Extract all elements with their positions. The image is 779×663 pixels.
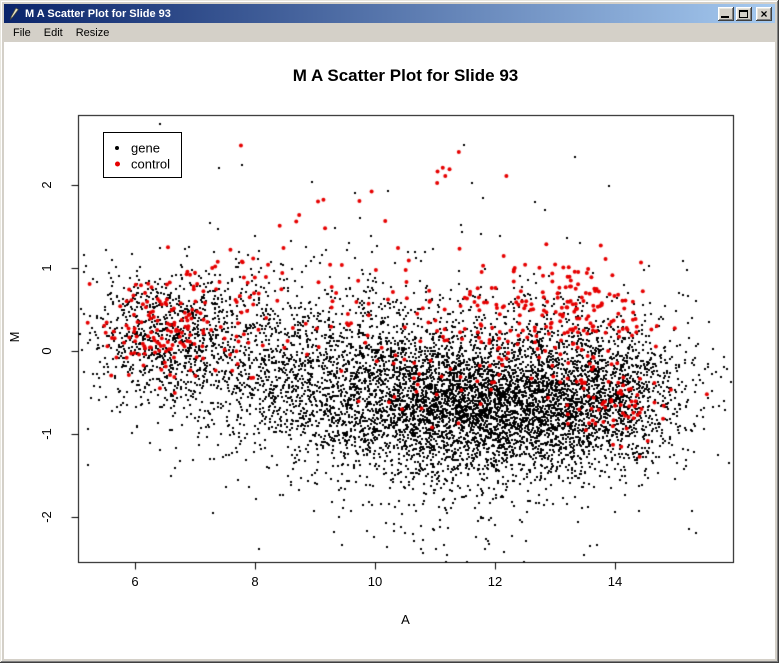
app-quill-icon[interactable]	[7, 7, 21, 21]
legend-entry-gene: gene	[104, 140, 181, 156]
legend-dot-control	[115, 161, 120, 167]
y-tick-label: 0	[39, 347, 54, 355]
y-axis-label: M	[7, 331, 22, 343]
maximize-button[interactable]	[736, 6, 752, 21]
menu-bar: File Edit Resize	[4, 23, 775, 42]
close-icon: ×	[760, 6, 768, 21]
x-tick-label: 10	[367, 574, 383, 589]
legend-entry-control: control	[104, 156, 181, 172]
title-bar[interactable]: M A Scatter Plot for Slide 93 ×	[4, 4, 775, 23]
plot-area: M A Scatter Plot for Slide 93 6 8 10 12 …	[4, 42, 775, 659]
maximize-icon	[739, 9, 748, 18]
menu-item-edit[interactable]: Edit	[43, 26, 63, 39]
menu-item-resize[interactable]: Resize	[75, 26, 110, 39]
minimize-button[interactable]	[718, 6, 734, 21]
legend-label-gene: gene	[131, 140, 160, 156]
y-tick-label: -1	[39, 428, 54, 440]
y-tick-label: 2	[39, 181, 54, 189]
x-axis-label: A	[401, 612, 410, 627]
x-tick-label: 12	[487, 574, 503, 589]
menu-item-file[interactable]: File	[13, 26, 31, 39]
x-tick-label: 6	[131, 574, 139, 589]
y-tick-label: -2	[39, 511, 54, 523]
x-tick-label: 14	[607, 574, 623, 589]
y-tick-label: 1	[39, 264, 54, 272]
legend: gene control	[103, 132, 182, 178]
window-title: M A Scatter Plot for Slide 93	[25, 7, 171, 20]
close-button[interactable]: ×	[756, 6, 772, 21]
legend-dot-gene	[115, 146, 119, 150]
legend-label-control: control	[131, 156, 171, 172]
plot-title: M A Scatter Plot for Slide 93	[292, 66, 519, 85]
x-tick-label: 8	[251, 574, 259, 589]
window-controls: ×	[718, 6, 772, 21]
minimize-icon	[721, 15, 729, 18]
